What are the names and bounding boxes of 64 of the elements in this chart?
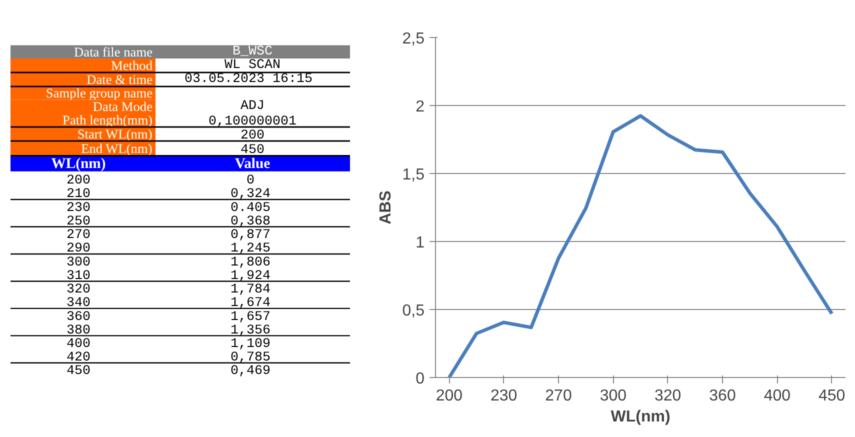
text: Value bbox=[234, 156, 271, 172]
y-tick-label: 1,5 bbox=[402, 166, 425, 184]
text: 450 bbox=[66, 364, 91, 380]
text: 0,368 bbox=[230, 214, 271, 230]
text: Data Mode bbox=[92, 98, 153, 114]
x-tick-label: 360 bbox=[709, 388, 736, 404]
text: End WL(nm) bbox=[81, 140, 152, 156]
text: 420 bbox=[66, 350, 91, 366]
text: Sample group name bbox=[46, 86, 153, 101]
y-tick-label: 1 bbox=[416, 234, 425, 252]
text: 320 bbox=[66, 282, 91, 298]
text: 230 bbox=[66, 200, 91, 216]
x-tick-label: 400 bbox=[764, 388, 791, 404]
text: 360 bbox=[66, 310, 91, 325]
text: 0,469 bbox=[230, 364, 271, 380]
text: 300 bbox=[66, 255, 91, 270]
y-axis-title: ABS bbox=[377, 190, 394, 224]
text: 1,657 bbox=[230, 310, 271, 325]
text: 450 bbox=[240, 142, 265, 158]
text: 1,356 bbox=[230, 323, 271, 338]
y-tick-label: 2 bbox=[416, 98, 425, 116]
text: 1,924 bbox=[230, 268, 271, 284]
text: WL SCAN bbox=[224, 58, 281, 74]
x-tick-label: 200 bbox=[436, 388, 463, 404]
text: 0,785 bbox=[230, 350, 271, 366]
text: 290 bbox=[66, 242, 91, 257]
text: 310 bbox=[66, 268, 91, 284]
x-tick-label: 230 bbox=[490, 388, 518, 404]
text: 0,100000001 bbox=[208, 114, 296, 130]
text: 400 bbox=[66, 336, 91, 352]
y-tick-label: 2,5 bbox=[402, 30, 425, 48]
y-tick-label: 0 bbox=[416, 370, 425, 388]
text: Date & time bbox=[86, 72, 153, 88]
text: 1,674 bbox=[230, 296, 271, 312]
text: 1,109 bbox=[230, 336, 271, 352]
text: WL(nm) bbox=[51, 156, 106, 172]
text: 340 bbox=[66, 296, 91, 312]
text: 1,784 bbox=[230, 282, 271, 298]
text: 0,324 bbox=[230, 187, 271, 202]
text: 210 bbox=[66, 187, 91, 202]
text: 03.05.2023 16:15 bbox=[184, 72, 312, 88]
text: 0.405 bbox=[230, 200, 271, 216]
text: ADJ bbox=[240, 98, 265, 114]
text: 0,877 bbox=[230, 228, 271, 244]
x-axis-title: WL(nm) bbox=[610, 408, 670, 426]
x-tick-label: 320 bbox=[654, 388, 682, 404]
text: 0 bbox=[246, 174, 254, 189]
text: 380 bbox=[66, 323, 91, 338]
text: 270 bbox=[66, 228, 91, 244]
x-tick-label: 450 bbox=[818, 388, 846, 404]
text: 1,245 bbox=[230, 242, 271, 257]
text: 250 bbox=[66, 214, 91, 230]
text: Data file name bbox=[74, 44, 153, 60]
text: Path length(mm) bbox=[62, 112, 152, 128]
x-tick-label: 270 bbox=[545, 388, 572, 404]
text: Start WL(nm) bbox=[77, 126, 152, 142]
y-tick-label: 0,5 bbox=[402, 302, 425, 320]
line-series bbox=[447, 114, 834, 378]
text: 200 bbox=[66, 174, 91, 189]
x-tick-label: 300 bbox=[600, 388, 627, 404]
text: 1,806 bbox=[230, 255, 271, 270]
text: B_WSC bbox=[232, 44, 273, 60]
text: Method bbox=[111, 58, 153, 74]
text: 200 bbox=[240, 128, 265, 144]
